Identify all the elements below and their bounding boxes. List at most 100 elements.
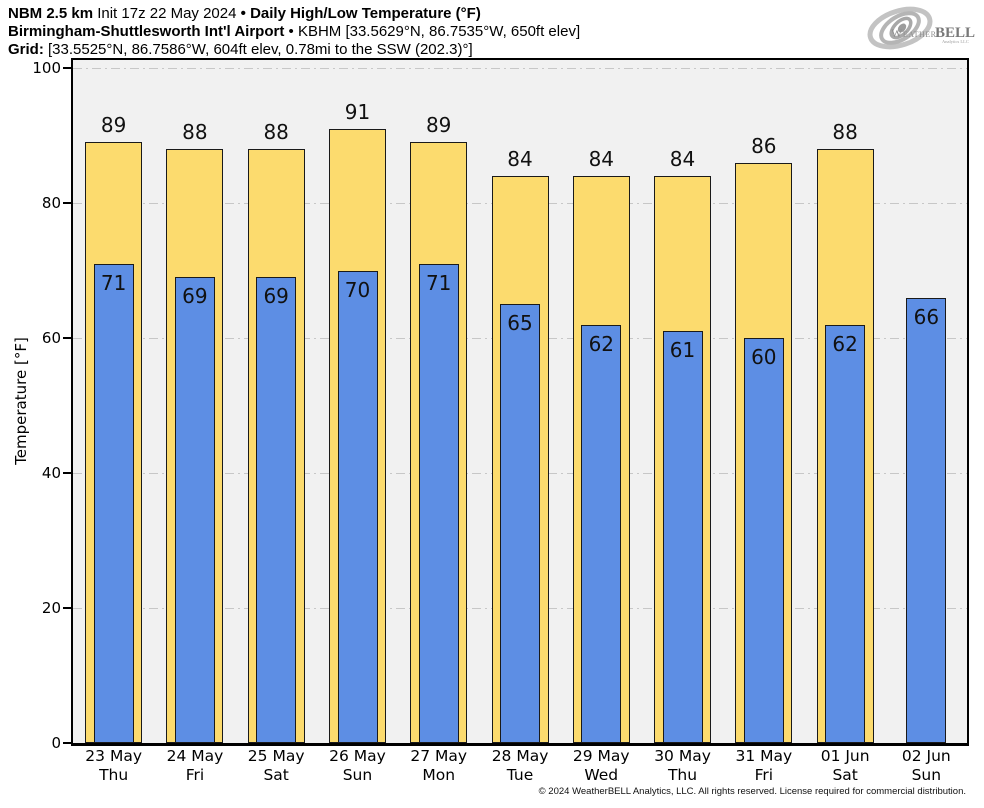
low-bar [93, 263, 134, 743]
low-bar [743, 338, 784, 743]
y-tick-label: 0 [51, 734, 61, 752]
high-value-label: 86 [751, 133, 777, 158]
x-tick-date: 25 May [247, 747, 305, 765]
hurricane-swirl-icon [867, 6, 933, 50]
low-value-label: 71 [425, 270, 452, 295]
x-tick-date: 28 May [491, 747, 549, 765]
y-tick-label: 40 [41, 464, 61, 482]
high-value-label: 84 [507, 147, 533, 172]
low-value-label: 61 [669, 338, 696, 363]
x-tick-day: Sat [832, 766, 858, 784]
gridline [73, 68, 967, 70]
header-line-3: Grid: [33.5525°N, 86.7586°W, 604ft elev,… [8, 41, 580, 59]
bullet-separator: • [288, 23, 294, 40]
x-tick-label: 30 May Thu [642, 747, 723, 785]
logo-subtitle: Analytics LLC [942, 39, 969, 44]
y-tick-mark [63, 742, 71, 744]
high-value-label: 89 [425, 113, 452, 138]
bullet-separator: • [240, 5, 246, 22]
x-tick-date: 02 Jun [901, 747, 951, 765]
chart-title: Daily High/Low Temperature (°F) [250, 5, 481, 22]
station-name: Birmingham-Shuttlesworth Int'l Airport [8, 23, 285, 40]
chart-header: NBM 2.5 km Init 17z 22 May 2024 • Daily … [8, 5, 580, 59]
x-tick-day: Sun [911, 766, 942, 784]
low-value-label: 60 [751, 345, 777, 370]
x-tick-day: Thu [99, 766, 129, 784]
station-coordinates: KBHM [33.5629°N, 86.7535°W, 650ft elev] [297, 23, 581, 40]
x-tick-label: 24 May Fri [154, 747, 235, 785]
x-tick-day: Fri [754, 766, 774, 784]
low-value-label: 62 [588, 331, 615, 356]
low-value-label: 71 [100, 270, 127, 295]
low-bar [174, 277, 215, 743]
low-bar [906, 297, 947, 743]
model-name: NBM 2.5 km [8, 5, 94, 22]
low-value-label: 65 [507, 311, 533, 336]
header-line-1: NBM 2.5 km Init 17z 22 May 2024 • Daily … [8, 5, 580, 23]
grid-coordinates: [33.5525°N, 86.7586°W, 604ft elev, 0.78m… [48, 41, 473, 58]
low-bar [500, 304, 540, 743]
low-value-label: 69 [182, 284, 208, 309]
low-bar [337, 270, 378, 743]
x-tick-label: 31 May Fri [723, 747, 804, 785]
high-value-label: 84 [669, 147, 696, 172]
logo-text-bell: BELL [935, 25, 975, 41]
high-value-label: 88 [832, 120, 858, 145]
y-tick-mark [63, 202, 71, 205]
x-tick-date: 24 May [166, 747, 224, 765]
high-value-label: 91 [344, 99, 371, 124]
low-value-label: 69 [263, 284, 289, 309]
plot-area: 89 71 88 69 88 69 91 70 89 71 84 65 84 62 84 61 86 60 88 62… [71, 58, 969, 746]
y-tick-label: 100 [32, 59, 61, 78]
x-tick-label: 26 May Sun [317, 747, 398, 785]
x-tick-label: 02 Jun Sun [886, 747, 967, 785]
weatherbell-logo: Weather BELL Analytics LLC [867, 6, 975, 50]
low-bar [662, 331, 703, 743]
init-time: Init 17z 22 May 2024 [97, 5, 237, 22]
x-tick-label: 23 May Thu [73, 747, 154, 785]
low-bar [256, 277, 297, 743]
high-value-label: 89 [100, 113, 127, 138]
x-tick-date: 31 May [735, 747, 793, 765]
x-tick-day: Thu [667, 766, 698, 784]
x-tick-date: 29 May [572, 747, 630, 765]
high-value-label: 88 [182, 120, 208, 145]
y-tick-label: 60 [41, 329, 61, 348]
y-tick-mark [63, 472, 71, 474]
footer-credit: © 2024 WeatherBELL Analytics, LLC. All r… [538, 786, 966, 797]
x-tick-date: 30 May [654, 747, 711, 765]
low-bar [581, 324, 622, 743]
x-tick-label: 29 May Wed [561, 747, 642, 785]
y-tick-mark [63, 607, 71, 609]
y-axis-label: Temperature [°F] [12, 337, 30, 465]
header-line-2: Birmingham-Shuttlesworth Int'l Airport •… [8, 23, 580, 41]
y-tick-label: 80 [41, 194, 61, 213]
high-value-label: 88 [263, 120, 289, 145]
grid-label: Grid: [8, 41, 44, 58]
high-value-label: 84 [588, 147, 615, 172]
x-tick-day: Mon [422, 766, 456, 784]
x-tick-date: 01 Jun [820, 747, 870, 765]
x-tick-day: Tue [506, 766, 534, 784]
x-tick-label: 25 May Sat [236, 747, 317, 785]
x-tick-day: Sun [342, 766, 373, 784]
x-tick-label: 01 Jun Sat [805, 747, 886, 785]
low-value-label: 70 [344, 277, 371, 302]
y-tick-mark [63, 67, 71, 70]
x-tick-day: Fri [185, 766, 205, 784]
low-bar [418, 263, 459, 743]
x-tick-date: 27 May [410, 747, 468, 765]
y-tick-mark [63, 337, 71, 340]
y-tick-label: 20 [41, 599, 61, 617]
low-value-label: 62 [832, 331, 858, 356]
x-tick-date: 23 May [85, 747, 142, 765]
logo-text-weather: Weather [891, 26, 937, 40]
low-value-label: 66 [913, 304, 940, 329]
x-tick-label: 27 May Mon [398, 747, 479, 785]
x-tick-day: Sat [263, 766, 289, 784]
low-bar [825, 324, 866, 743]
x-tick-label: 28 May Tue [479, 747, 560, 785]
x-tick-day: Wed [584, 766, 619, 784]
x-tick-date: 26 May [329, 747, 386, 765]
